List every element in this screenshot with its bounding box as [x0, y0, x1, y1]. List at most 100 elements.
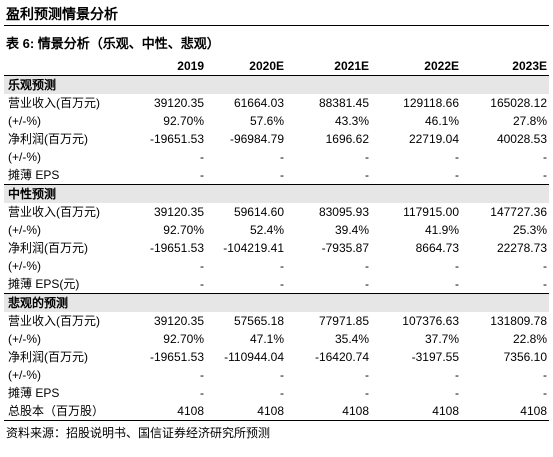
cell: 7356.10: [503, 350, 547, 364]
cell: 107376.63: [402, 314, 459, 328]
cell: 88381.45: [318, 96, 369, 110]
cell: -: [543, 150, 547, 164]
cell: -: [455, 168, 459, 182]
cell: 117915.00: [403, 205, 459, 219]
cell: 40028.53: [496, 132, 547, 146]
cell: -: [543, 277, 547, 291]
cell: 52.4%: [249, 223, 284, 237]
cell: -96984.79: [229, 132, 284, 146]
data-row: 净利润(百万元) -19651.53 -96984.79 1696.62 22719.0…: [4, 130, 549, 148]
data-row: 净利润(百万元) -19651.53 -104219.41 -7935.87 8664.…: [4, 239, 549, 257]
data-row: 摊薄 EPS - - - - -: [4, 166, 549, 185]
cell: 4108: [461, 402, 549, 421]
row-label: (+/-%): [8, 114, 41, 128]
cell: 8664.73: [415, 241, 459, 255]
row-label: 营业收入(百万元): [8, 314, 100, 328]
cell: -: [280, 368, 284, 382]
cell: -: [365, 368, 369, 382]
table-caption: 表 6: 情景分析（乐观、中性、悲观）: [6, 36, 220, 51]
row-label: (+/-%): [8, 150, 41, 164]
cell: 43.3%: [334, 114, 369, 128]
cell: 92.70%: [163, 223, 204, 237]
row-label: (+/-%): [8, 223, 41, 237]
column-header: 2022E: [371, 57, 461, 76]
cell: 83095.93: [318, 205, 369, 219]
data-row: (+/-%) 92.70% 47.1% 35.4% 37.7% 22.8%: [4, 330, 549, 348]
cell: 39120.35: [153, 314, 204, 328]
section-row: 中性预测: [4, 184, 549, 203]
cell: 92.70%: [163, 114, 204, 128]
cell: -: [200, 386, 204, 400]
cell: -7935.87: [321, 241, 369, 255]
cell: -: [200, 277, 204, 291]
data-row: 净利润(百万元) -19651.53 -110944.04 -16420.74 -319…: [4, 348, 549, 366]
cell: -: [455, 368, 459, 382]
section-title: 悲观的预测: [4, 293, 549, 312]
cell: 57565.18: [233, 314, 284, 328]
cell: 4108: [286, 402, 371, 421]
footer-row: 总股本（百万股） 4108 4108 4108 4108 4108: [4, 402, 549, 421]
cell: 4108: [144, 402, 206, 421]
cell: 61664.03: [233, 96, 284, 110]
section-title: 乐观预测: [4, 75, 549, 94]
cell: -: [280, 386, 284, 400]
cell: 39120.35: [153, 96, 204, 110]
page-title: 盈利预测情景分析: [6, 6, 118, 22]
data-row: 摊薄 EPS(元) - - - - -: [4, 275, 549, 294]
title-rule: [4, 25, 549, 26]
cell: -: [455, 277, 459, 291]
cell: -19651.53: [149, 350, 204, 364]
column-header: 2021E: [286, 57, 371, 76]
cell: -: [365, 259, 369, 273]
cell: 1696.62: [325, 132, 369, 146]
row-label: 总股本（百万股）: [4, 402, 144, 421]
cell: 147727.36: [490, 205, 547, 219]
cell: 77971.85: [318, 314, 369, 328]
row-label: 营业收入(百万元): [8, 96, 100, 110]
cell: -: [543, 259, 547, 273]
row-label: 净利润(百万元): [8, 350, 88, 364]
cell: -: [200, 168, 204, 182]
cell: 27.8%: [512, 114, 547, 128]
cell: -: [280, 277, 284, 291]
cell: 25.3%: [512, 223, 547, 237]
cell: 165028.12: [490, 96, 547, 110]
cell: -110944.04: [224, 350, 284, 364]
column-header: 2023E: [461, 57, 549, 76]
column-header: 2019: [144, 57, 206, 76]
section-title: 中性预测: [4, 184, 549, 203]
data-row: 营业收入(百万元) 39120.35 61664.03 88381.45 129118.…: [4, 94, 549, 112]
cell: -: [365, 277, 369, 291]
row-label: 摊薄 EPS: [8, 168, 60, 182]
cell: 41.9%: [424, 223, 459, 237]
cell: 46.1%: [424, 114, 459, 128]
cell: -: [200, 259, 204, 273]
cell: -: [365, 168, 369, 182]
cell: -: [280, 168, 284, 182]
cell: -: [455, 386, 459, 400]
section-row: 乐观预测: [4, 75, 549, 94]
source-note: 资料来源：招股说明书、国信证券经济研究所预测: [6, 426, 271, 440]
cell: 35.4%: [334, 332, 369, 346]
cell: 22719.04: [408, 132, 459, 146]
cell: -: [280, 259, 284, 273]
cell: 59614.60: [233, 205, 284, 219]
cell: -: [455, 259, 459, 273]
data-row: (+/-%) 92.70% 52.4% 39.4% 41.9% 25.3%: [4, 221, 549, 239]
cell: 47.1%: [249, 332, 284, 346]
cell: -: [365, 150, 369, 164]
data-row: 营业收入(百万元) 39120.35 59614.60 83095.93 117915.…: [4, 203, 549, 221]
cell: -16420.74: [314, 350, 369, 364]
cell: 22278.73: [496, 241, 547, 255]
cell: 22.8%: [512, 332, 547, 346]
cell: 4108: [371, 402, 461, 421]
cell: -: [200, 368, 204, 382]
row-label: (+/-%): [8, 368, 41, 382]
cell: -19651.53: [149, 132, 204, 146]
data-row: (+/-%) - - - - -: [4, 366, 549, 384]
cell: 131809.78: [490, 314, 547, 328]
cell: -: [455, 150, 459, 164]
section-row: 悲观的预测: [4, 293, 549, 312]
row-label: 净利润(百万元): [8, 132, 88, 146]
